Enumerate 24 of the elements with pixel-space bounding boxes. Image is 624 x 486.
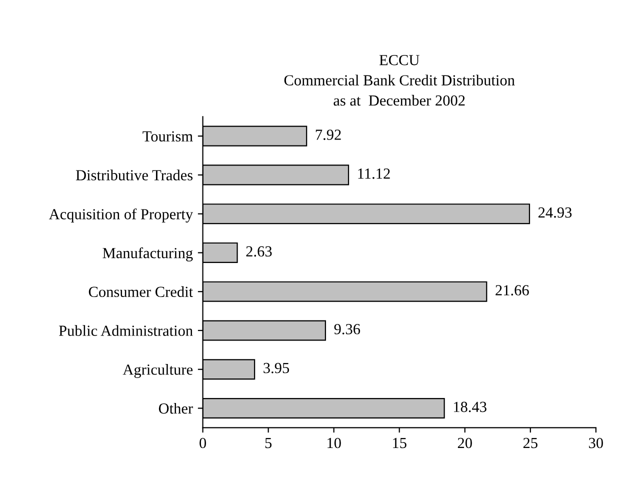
y-tick-label: Consumer Credit <box>88 286 193 298</box>
data-label: 21.66 <box>496 285 529 296</box>
data-label: 3.95 <box>264 362 290 374</box>
data-label: 24.93 <box>538 207 572 218</box>
x-tick-label: 15 <box>393 438 406 448</box>
y-tick-label: Tourism <box>142 131 193 142</box>
y-tick-label: Public Administration <box>58 325 193 336</box>
y-tick-label: Distributive Trades <box>76 170 193 180</box>
x-tick-label: 0 <box>200 438 206 448</box>
y-tick-label: Acquisition of Property <box>48 208 194 223</box>
y-tick-label: Other <box>158 402 193 414</box>
x-tick-label: 30 <box>589 438 603 448</box>
x-tick-label: 10 <box>328 438 341 448</box>
y-tick-label: Manufacturing <box>102 247 193 262</box>
chart-title: ECCU Commercial Bank Credit Distribution as at December 2002 <box>284 54 515 106</box>
data-label: 7.92 <box>316 130 341 140</box>
x-tick-label: 25 <box>523 438 538 448</box>
data-label: 9.36 <box>334 324 360 334</box>
x-tick-label: 20 <box>458 438 472 448</box>
data-label: 2.63 <box>246 246 272 257</box>
data-label: 18.43 <box>454 402 486 412</box>
y-tick-label: Agriculture <box>122 364 193 378</box>
data-label: 11.12 <box>358 168 390 179</box>
x-tick-label: 5 <box>265 438 272 448</box>
